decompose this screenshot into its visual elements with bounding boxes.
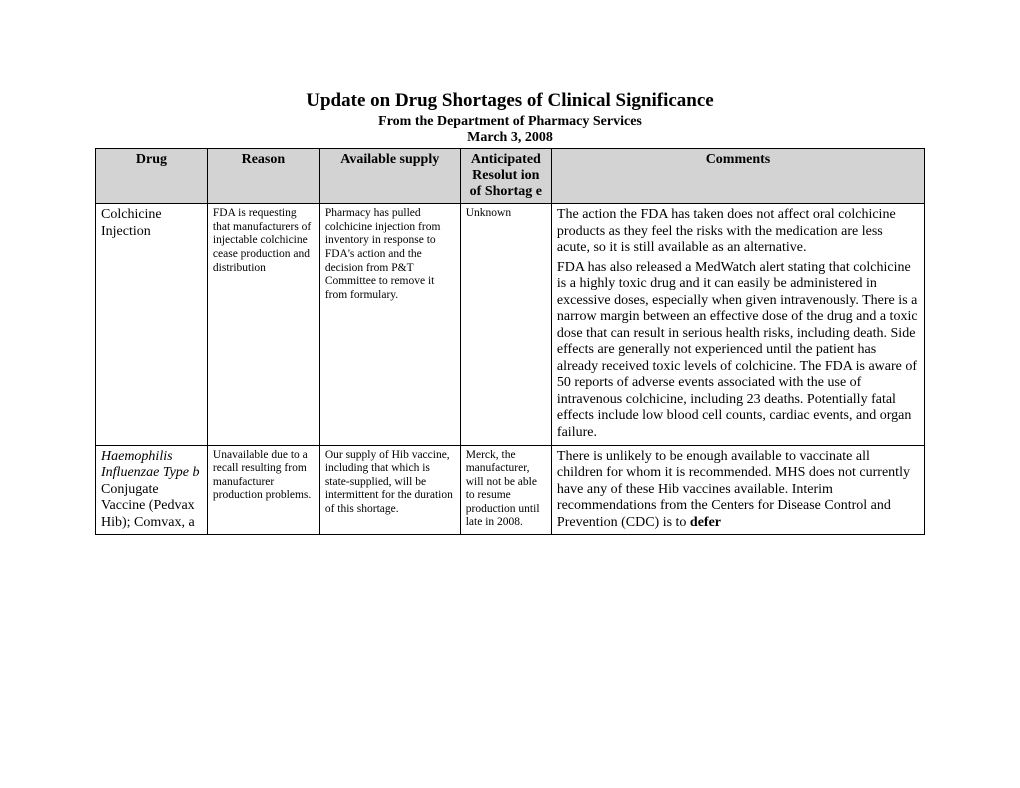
cell-anticipated: Unknown bbox=[460, 204, 551, 445]
comments-paragraph: FDA has also released a MedWatch alert s… bbox=[557, 260, 919, 442]
drug-shortage-table: Drug Reason Available supply Anticipated… bbox=[95, 148, 925, 535]
col-header-drug: Drug bbox=[96, 149, 208, 204]
cell-drug: Colchicine Injection bbox=[96, 204, 208, 445]
cell-reason: FDA is requesting that manufacturers of … bbox=[207, 204, 319, 445]
cell-reason: Unavailable due to a recall resulting fr… bbox=[207, 445, 319, 535]
table-header-row: Drug Reason Available supply Anticipated… bbox=[96, 149, 925, 204]
drug-name-italic: Haemophilis Influenzae Type b bbox=[101, 449, 200, 481]
col-header-reason: Reason bbox=[207, 149, 319, 204]
page-subtitle: From the Department of Pharmacy Services bbox=[95, 114, 925, 130]
comments-bold: defer bbox=[690, 515, 721, 530]
col-header-anticipated: Anticipated Resolut ion of Shortag e bbox=[460, 149, 551, 204]
comments-paragraph: The action the FDA has taken does not af… bbox=[557, 207, 919, 257]
page-date: March 3, 2008 bbox=[95, 130, 925, 146]
col-header-comments: Comments bbox=[551, 149, 924, 204]
cell-comments: There is unlikely to be enough available… bbox=[551, 445, 924, 535]
cell-comments: The action the FDA has taken does not af… bbox=[551, 204, 924, 445]
cell-drug: Haemophilis Influenzae Type b Conjugate … bbox=[96, 445, 208, 535]
document-page: Update on Drug Shortages of Clinical Sig… bbox=[0, 0, 1020, 535]
cell-supply: Our supply of Hib vaccine, including tha… bbox=[319, 445, 460, 535]
table-row: Haemophilis Influenzae Type b Conjugate … bbox=[96, 445, 925, 535]
page-title: Update on Drug Shortages of Clinical Sig… bbox=[95, 90, 925, 112]
cell-anticipated: Merck, the manufacturer, will not be abl… bbox=[460, 445, 551, 535]
comments-text: There is unlikely to be enough available… bbox=[557, 449, 910, 530]
table-row: Colchicine Injection FDA is requesting t… bbox=[96, 204, 925, 445]
cell-supply: Pharmacy has pulled colchicine injection… bbox=[319, 204, 460, 445]
col-header-supply: Available supply bbox=[319, 149, 460, 204]
drug-name-rest: Conjugate Vaccine (Pedvax Hib); Comvax, … bbox=[101, 482, 195, 530]
